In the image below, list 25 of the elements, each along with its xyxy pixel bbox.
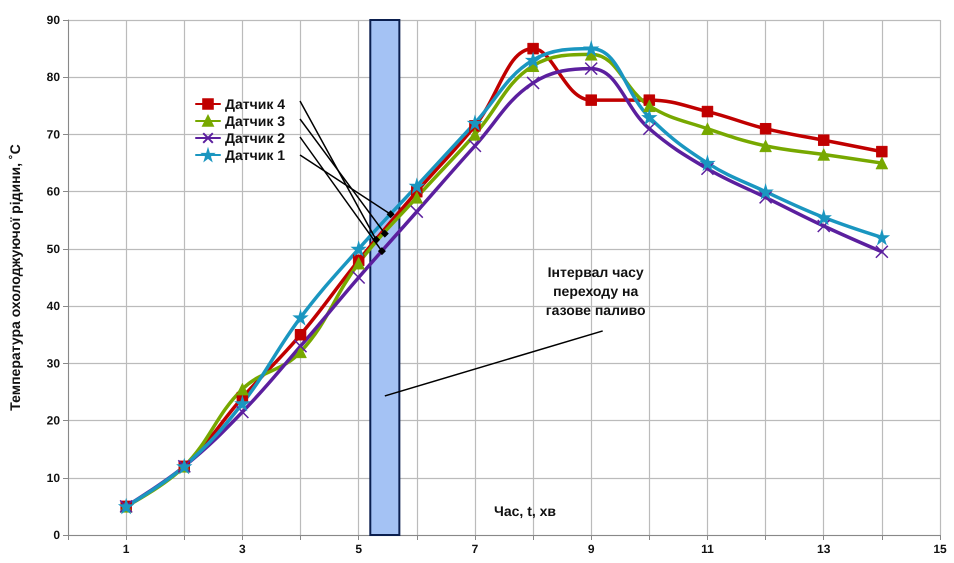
y-tick-label: 50 — [46, 242, 60, 256]
x-tick-label: 5 — [355, 542, 362, 556]
x-tick-label: 15 — [933, 542, 947, 556]
legend-label: Датчик 4 — [225, 96, 286, 112]
y-axis-title: Температура охолоджуючої рідини, ˚С — [7, 144, 23, 411]
y-tick-label: 0 — [53, 528, 60, 542]
y-tick-label: 60 — [46, 184, 60, 199]
x-tick-label: 3 — [239, 542, 246, 556]
y-tick-label: 40 — [46, 299, 60, 314]
x-tick-label: 1 — [122, 542, 130, 556]
legend-label: Датчик 2 — [225, 130, 286, 146]
x-tick-label: 13 — [817, 542, 831, 556]
y-tick-label: 90 — [46, 13, 60, 27]
x-axis-title: Час, t, хв — [494, 502, 556, 519]
x-tick-label: 9 — [588, 542, 595, 556]
y-tick-label: 20 — [46, 414, 60, 428]
legend-label: Датчик 1 — [225, 147, 286, 163]
legend-label: Датчик 3 — [225, 113, 286, 129]
y-tick-label: 10 — [46, 470, 60, 485]
y-tick-label: 80 — [46, 70, 60, 84]
y-tick-label: 70 — [46, 127, 60, 142]
band-label: Інтервал часу переходу на газове паливо — [544, 262, 647, 320]
y-tick-label: 30 — [46, 356, 60, 370]
x-tick-label: 11 — [701, 542, 714, 556]
x-tick-label: 7 — [472, 542, 479, 556]
